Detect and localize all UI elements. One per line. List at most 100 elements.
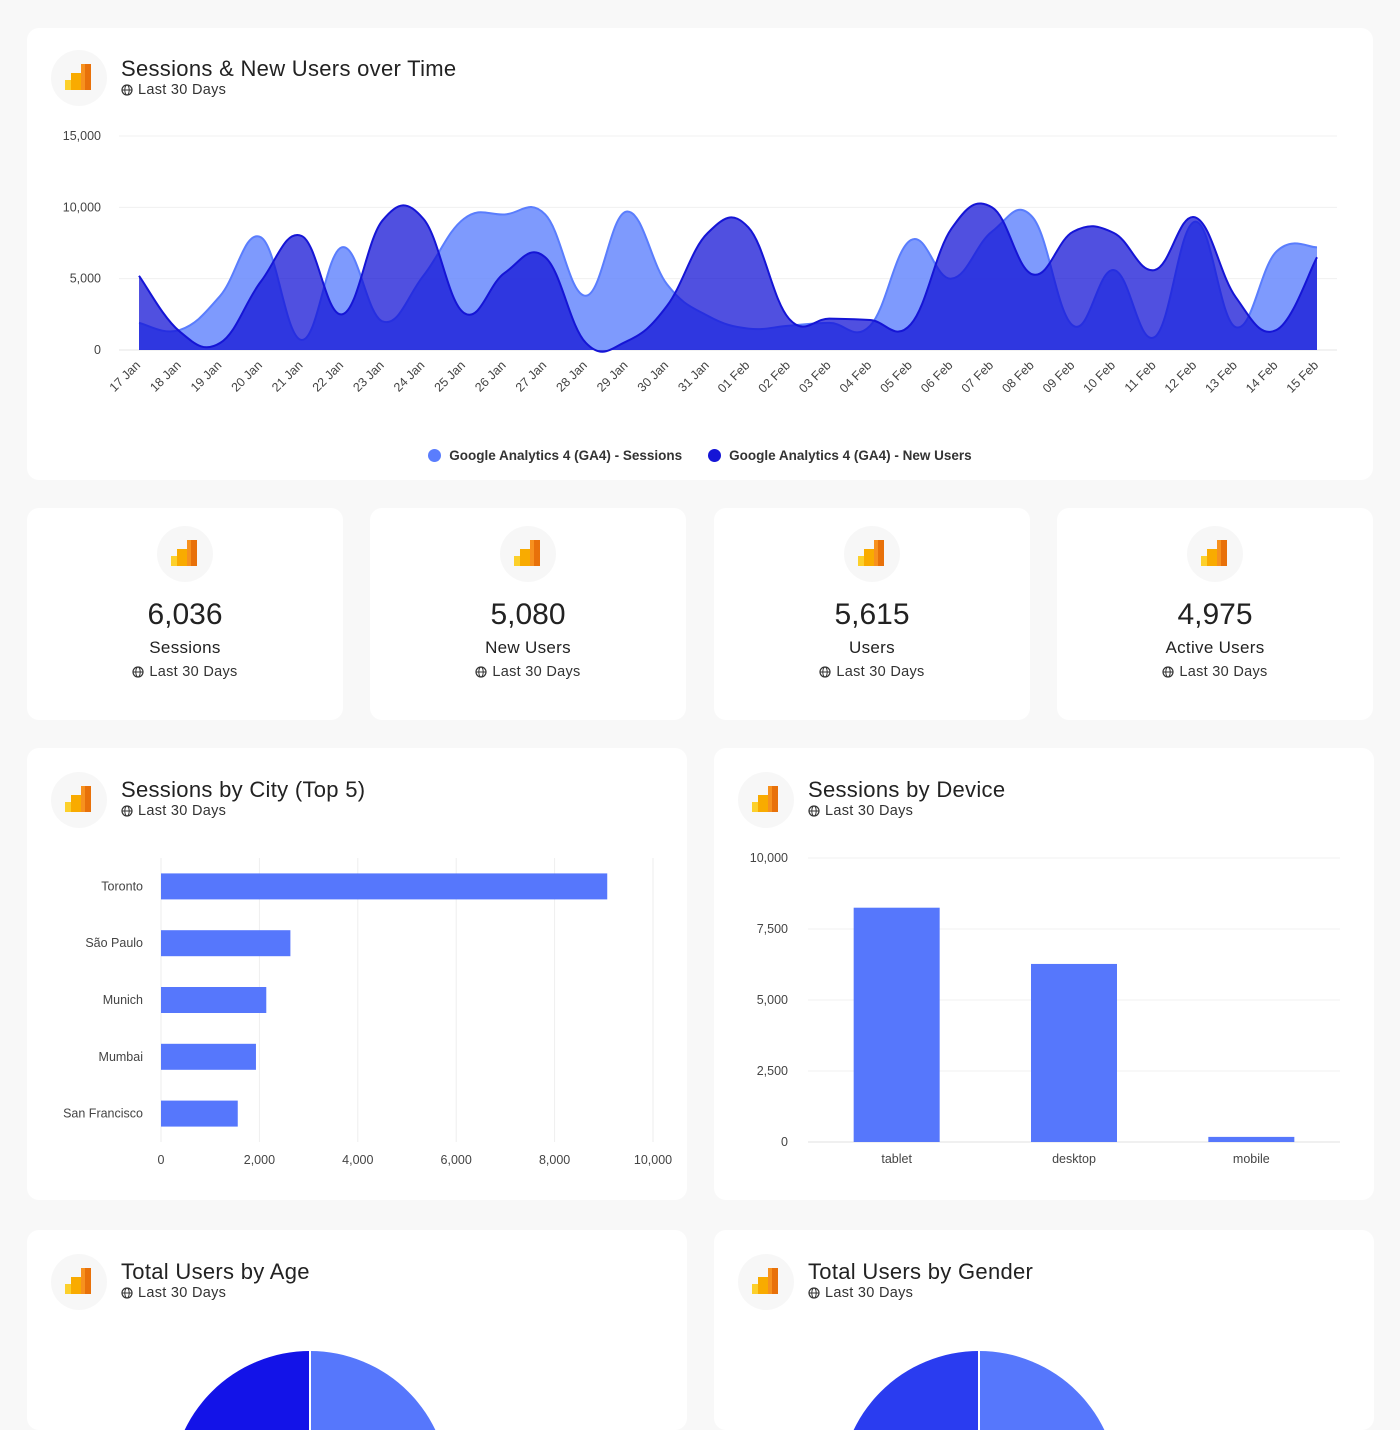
kpi-label: New Users xyxy=(485,638,571,657)
x-tick-label: 6,000 xyxy=(441,1153,472,1167)
y-tick-label: 0 xyxy=(94,343,101,357)
device-title: Sessions by Device xyxy=(808,777,1006,802)
x-tick-label: 15 Feb xyxy=(1284,358,1321,395)
age-subtitle: Last 30 Days xyxy=(121,1285,226,1301)
x-tick-label: 06 Feb xyxy=(918,358,955,395)
x-tick-label: 17 Jan xyxy=(107,358,143,394)
bar-4 xyxy=(161,1043,256,1070)
x-tick-label: 2,000 xyxy=(244,1153,275,1167)
city-bar-chart: 0 2,000 4,000 6,000 8,000 10,000 Toronto São Pa… xyxy=(63,858,672,1167)
kpi-label: Users xyxy=(849,638,895,657)
x-tick-label: 29 Jan xyxy=(594,358,630,394)
legend-dot-sessions xyxy=(428,449,442,462)
y-tick-label: 15,000 xyxy=(63,129,101,143)
kpi-label: Active Users xyxy=(1165,638,1265,657)
x-tick-label: 09 Feb xyxy=(1040,358,1077,395)
y-tick-label: 10,000 xyxy=(750,851,788,865)
gender-pie-slice-2[interactable] xyxy=(840,1351,979,1430)
kpi-card-users: 5,615 Users Last 30 Days xyxy=(714,508,1030,720)
city-title: Sessions by City (Top 5) xyxy=(121,777,366,802)
kpi-label: Sessions xyxy=(149,638,221,657)
x-tick-label: mobile xyxy=(1233,1152,1270,1166)
globe-icon xyxy=(1162,666,1174,678)
x-tick-label: 07 Feb xyxy=(959,358,996,395)
kpi-value: 5,080 xyxy=(490,598,566,631)
bar-2 xyxy=(1031,963,1117,1142)
x-tick-label: 22 Jan xyxy=(310,358,346,394)
legend-item-new-users[interactable]: Google Analytics 4 (GA4) - New Users xyxy=(708,448,972,463)
google-analytics-icon xyxy=(500,526,556,582)
y-tick-label: San Francisco xyxy=(63,1107,143,1121)
x-tick-label: 19 Jan xyxy=(188,358,224,394)
kpi-card-new-users: 5,080 New Users Last 30 Days xyxy=(370,508,686,720)
google-analytics-icon xyxy=(51,50,107,106)
legend-label-sessions: Google Analytics 4 (GA4) - Sessions xyxy=(449,448,683,463)
gender-title: Total Users by Gender xyxy=(808,1259,1034,1284)
age-pie-slice-2[interactable] xyxy=(171,1351,310,1430)
x-tick-label: 28 Jan xyxy=(554,358,590,394)
google-analytics-icon xyxy=(738,772,794,828)
device-subtitle: Last 30 Days xyxy=(808,803,913,819)
legend-item-sessions[interactable]: Google Analytics 4 (GA4) - Sessions xyxy=(428,448,682,463)
bar-1 xyxy=(853,907,940,1142)
y-tick-label: Munich xyxy=(103,993,143,1007)
line-series-2 xyxy=(138,202,1318,353)
x-tick-label: 03 Feb xyxy=(796,358,833,395)
x-tick-label: 31 Jan xyxy=(675,358,711,394)
google-analytics-icon xyxy=(738,1254,794,1310)
city-subtitle: Last 30 Days xyxy=(121,803,226,819)
age-title: Total Users by Age xyxy=(121,1259,310,1284)
gender-subtitle: Last 30 Days xyxy=(808,1285,913,1301)
x-tick-label: 11 Feb xyxy=(1122,358,1159,395)
kpi-value: 5,615 xyxy=(834,598,910,631)
x-tick-label: 24 Jan xyxy=(391,358,427,394)
bar-2 xyxy=(161,930,291,957)
gender-pie-slice-1[interactable] xyxy=(979,1351,1118,1430)
kpi-value: 4,975 xyxy=(1177,598,1253,631)
y-tick-label: Mumbai xyxy=(99,1050,143,1064)
globe-icon xyxy=(132,666,144,678)
globe-icon xyxy=(475,666,487,678)
google-analytics-icon xyxy=(51,1254,107,1310)
x-tick-label: 08 Feb xyxy=(999,358,1036,395)
timeline-chart: 0 5,000 10,000 15,000 17 Jan 18 Jan 19 Jan 20 J… xyxy=(63,129,1337,396)
x-tick-label: 26 Jan xyxy=(472,358,508,394)
timeline-title: Sessions & New Users over Time xyxy=(121,56,457,81)
x-tick-label: tablet xyxy=(881,1152,912,1166)
timeline-legend: Google Analytics 4 (GA4) - Sessions Goog… xyxy=(27,448,1373,463)
legend-label-new-users: Google Analytics 4 (GA4) - New Users xyxy=(729,448,972,463)
kpi-card-sessions: 6,036 Sessions Last 30 Days xyxy=(27,508,343,720)
bar-3 xyxy=(1208,1136,1295,1142)
city-card: Sessions by City (Top 5) Last 30 Days 0 2… xyxy=(27,748,687,1200)
timeline-subtitle: Last 30 Days xyxy=(121,82,226,98)
bar-5 xyxy=(161,1100,238,1127)
y-tick-label: 7,500 xyxy=(757,922,788,936)
kpi-date-range: Last 30 Days xyxy=(370,664,686,680)
y-tick-label: 5,000 xyxy=(70,272,101,286)
y-tick-label: 2,500 xyxy=(757,1064,788,1078)
y-tick-label: 0 xyxy=(781,1135,788,1149)
kpi-date-range: Last 30 Days xyxy=(714,664,1030,680)
timeline-card: Sessions & New Users over Time Last 30 D… xyxy=(27,28,1373,480)
age-pie-slice-1[interactable] xyxy=(310,1351,449,1430)
x-tick-label: 05 Feb xyxy=(877,358,914,395)
kpi-value: 6,036 xyxy=(147,598,223,631)
kpi-date-range: Last 30 Days xyxy=(1057,664,1373,680)
x-tick-label: 04 Feb xyxy=(837,358,874,395)
x-tick-label: 23 Jan xyxy=(350,358,386,394)
kpi-card-active-users: 4,975 Active Users Last 30 Days xyxy=(1057,508,1373,720)
x-tick-label: 20 Jan xyxy=(229,358,265,394)
area-series-2 xyxy=(139,203,1317,352)
x-tick-label: 27 Jan xyxy=(513,358,549,394)
x-tick-label: 8,000 xyxy=(539,1153,570,1167)
x-tick-label: 25 Jan xyxy=(432,358,468,394)
bar-1 xyxy=(161,873,608,900)
x-tick-label: 01 Feb xyxy=(715,358,752,395)
x-tick-label: 14 Feb xyxy=(1243,358,1280,395)
gender-pie-chart xyxy=(840,1351,1118,1430)
x-tick-label: 18 Jan xyxy=(147,358,183,394)
google-analytics-icon xyxy=(844,526,900,582)
globe-icon xyxy=(819,666,831,678)
x-tick-label: desktop xyxy=(1052,1152,1096,1166)
y-tick-label: Toronto xyxy=(101,879,143,893)
